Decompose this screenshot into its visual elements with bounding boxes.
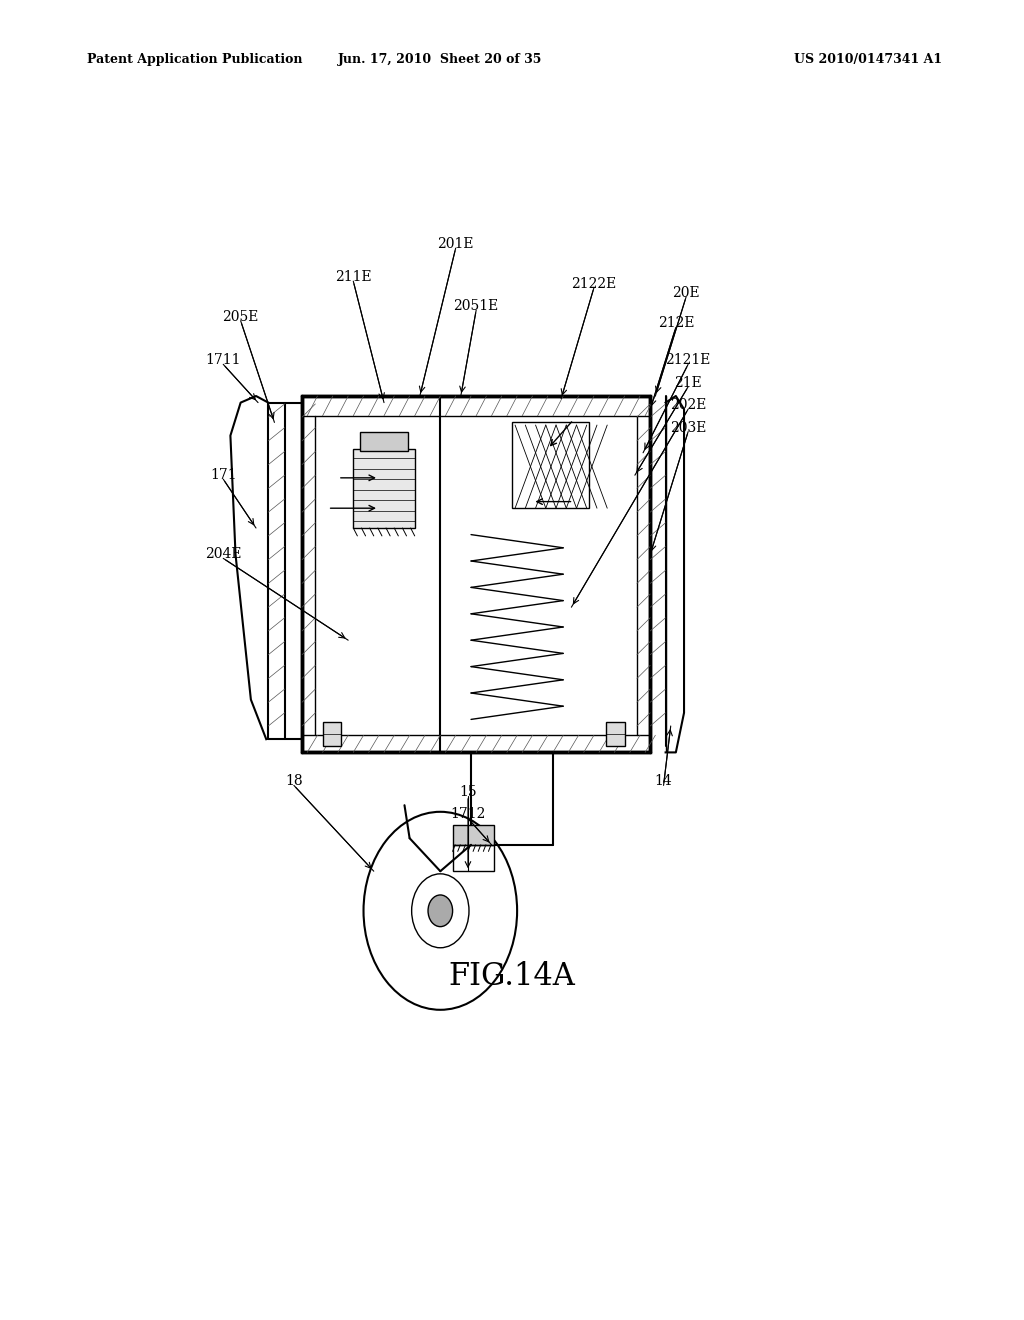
Text: 204E: 204E <box>205 548 242 561</box>
Text: 1711: 1711 <box>206 354 241 367</box>
Text: 1712: 1712 <box>451 808 485 821</box>
Text: 211E: 211E <box>335 271 372 284</box>
Text: 202E: 202E <box>670 399 707 412</box>
Text: 18: 18 <box>285 775 303 788</box>
Bar <box>453 845 494 871</box>
Text: 2051E: 2051E <box>454 300 499 313</box>
Circle shape <box>428 895 453 927</box>
Text: 203E: 203E <box>670 421 707 434</box>
Text: 205E: 205E <box>222 310 259 323</box>
Text: 2121E: 2121E <box>666 354 711 367</box>
Text: 201E: 201E <box>437 238 474 251</box>
Bar <box>606 722 625 746</box>
Text: 20E: 20E <box>673 286 699 300</box>
Text: Patent Application Publication: Patent Application Publication <box>87 53 302 66</box>
Text: US 2010/0147341 A1: US 2010/0147341 A1 <box>794 53 942 66</box>
Text: 171: 171 <box>210 469 237 482</box>
Text: Jun. 17, 2010  Sheet 20 of 35: Jun. 17, 2010 Sheet 20 of 35 <box>338 53 543 66</box>
Text: 21E: 21E <box>674 376 702 389</box>
Bar <box>323 722 341 746</box>
Bar <box>302 396 650 752</box>
Text: 2122E: 2122E <box>571 277 616 290</box>
Text: 15: 15 <box>459 785 477 799</box>
Text: 14: 14 <box>654 775 673 788</box>
Bar <box>512 422 589 508</box>
Text: FIG.14A: FIG.14A <box>449 961 575 993</box>
Bar <box>353 449 415 528</box>
Bar <box>453 825 494 845</box>
Text: 212E: 212E <box>657 317 694 330</box>
Bar <box>360 432 408 451</box>
